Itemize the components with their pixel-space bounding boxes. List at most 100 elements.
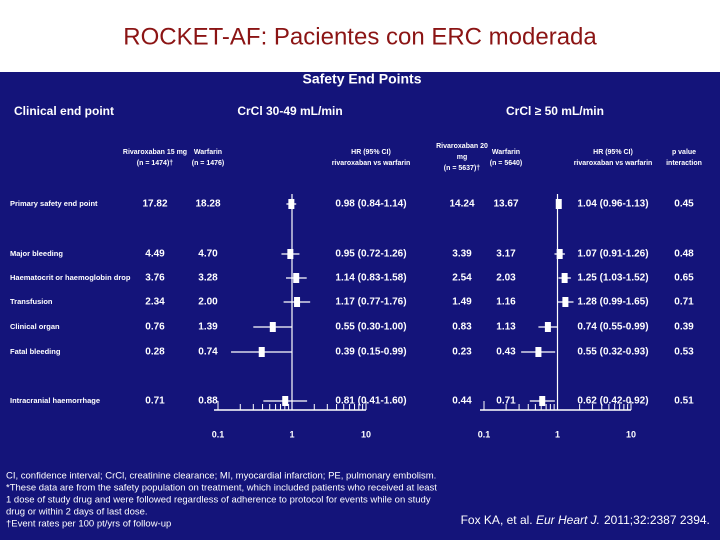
panel-heading: Safety End Points [302,71,421,87]
hr-marker [287,249,294,259]
cell: 14.24 [449,199,474,210]
column-header: interaction [666,160,702,167]
cell: 2.00 [198,297,218,308]
cell: 0.71 [145,396,165,407]
cell: 1.16 [496,297,516,308]
tick-label: 0.1 [478,429,491,439]
tick-label: 0.1 [212,429,225,439]
cell: 4.49 [145,249,165,260]
cell: 0.39 (0.15-0.99) [335,347,406,358]
slide-title: ROCKET-AF: Pacientes con ERC moderada [123,23,597,50]
cell: 1.07 (0.91-1.26) [577,249,648,260]
row-label: Haematocrit or haemoglobin drop [10,273,131,282]
cell: 0.55 (0.30-1.00) [335,322,406,333]
row-label: Major bleeding [10,249,63,258]
cell: 0.62 (0.42-0.92) [577,396,648,407]
cell: 0.81 (0.41-1.60) [335,396,406,407]
cell: 0.95 (0.72-1.26) [335,249,406,260]
tick-label: 1 [555,429,560,439]
group-header: Clinical end point [14,104,114,118]
cell: 1.25 (1.03-1.52) [577,273,648,284]
hr-marker [535,347,542,357]
cell: 0.76 [145,322,165,333]
row-label: Clinical organ [10,322,60,331]
footnote: drug or within 2 days of last dose. [6,507,148,518]
cell: 0.48 [674,249,694,260]
cell: 1.28 (0.99-1.65) [577,297,648,308]
cell: 0.23 [452,347,472,358]
cell: 0.88 [198,396,218,407]
citation: Fox KA, et al. Eur Heart J. [461,513,600,527]
group-header: CrCl 30-49 mL/min [237,104,342,118]
tick-label: 10 [626,429,636,439]
hr-marker [288,199,295,209]
cell: 0.44 [452,396,472,407]
citation-journal: Eur Heart J. [536,513,600,527]
hr-marker [562,297,569,307]
panel [0,72,720,540]
row-label: Fatal bleeding [10,347,61,356]
cell: 0.71 [674,297,694,308]
cell: 0.65 [674,273,694,284]
column-header: HR (95% CI) [351,149,391,156]
cell: 13.67 [493,199,518,210]
cell: 0.45 [674,199,694,210]
cell: 1.17 (0.77-1.76) [335,297,406,308]
footnote: CI, confidence interval; CrCl, creatinin… [6,471,436,482]
hr-marker [539,396,546,406]
cell: 0.53 [674,347,694,358]
cell: 1.04 (0.96-1.13) [577,199,648,210]
cell: 3.28 [198,273,218,284]
row-label: Intracranial haemorrhage [10,396,100,405]
hr-marker [556,249,563,259]
cell: 2.03 [496,273,516,284]
column-header: rivaroxaban vs warfarin [574,160,653,167]
cell: 0.43 [496,347,516,358]
hr-marker [282,396,289,406]
hr-marker [294,297,301,307]
cell: 0.55 (0.32-0.93) [577,347,648,358]
tick-label: 10 [361,429,371,439]
citation-ref: 2011;32:2387 2394. [604,513,710,527]
hr-marker [555,199,562,209]
cell: 1.39 [198,322,218,333]
hr-marker [258,347,265,357]
footnote: †Event rates per 100 pt/yrs of follow-up [6,519,171,530]
row-label: Primary safety end point [10,199,98,208]
cell: 3.76 [145,273,165,284]
cell: 0.39 [674,322,694,333]
cell: 1.13 [496,322,516,333]
column-header: (n = 5640) [490,160,523,167]
tick-label: 1 [289,429,294,439]
group-header: CrCl ≥ 50 mL/min [506,104,604,118]
cell: 18.28 [195,199,220,210]
column-header: Warfarin [492,149,520,156]
cell: 0.74 (0.55-0.99) [577,322,648,333]
cell: 0.98 (0.84-1.14) [335,199,406,210]
column-header: HR (95% CI) [593,149,633,156]
column-header: (n = 5637)† [444,165,480,172]
hr-marker [293,273,300,283]
column-header: rivaroxaban vs warfarin [332,160,411,167]
hr-marker [544,322,551,332]
footnote: 1 dose of study drug and were followed r… [6,495,431,506]
cell: 0.51 [674,396,694,407]
cell: 0.74 [198,347,218,358]
column-header: Rivaroxaban 15 mg [123,149,187,156]
cell: 2.54 [452,273,472,284]
cell: 0.28 [145,347,165,358]
column-header: mg [457,154,468,161]
cell: 3.39 [452,249,472,260]
cell: 1.49 [452,297,472,308]
row-label: Transfusion [10,297,53,306]
citation-authors: Fox KA, et al. [461,513,533,527]
hr-marker [561,273,568,283]
cell: 0.83 [452,322,472,333]
column-header: (n = 1476) [192,160,225,167]
cell: 2.34 [145,297,165,308]
cell: 3.17 [496,249,516,260]
footnote: *These data are from the safety populati… [6,483,437,494]
cell: 17.82 [142,199,167,210]
column-header: Rivaroxaban 20 [436,143,488,150]
